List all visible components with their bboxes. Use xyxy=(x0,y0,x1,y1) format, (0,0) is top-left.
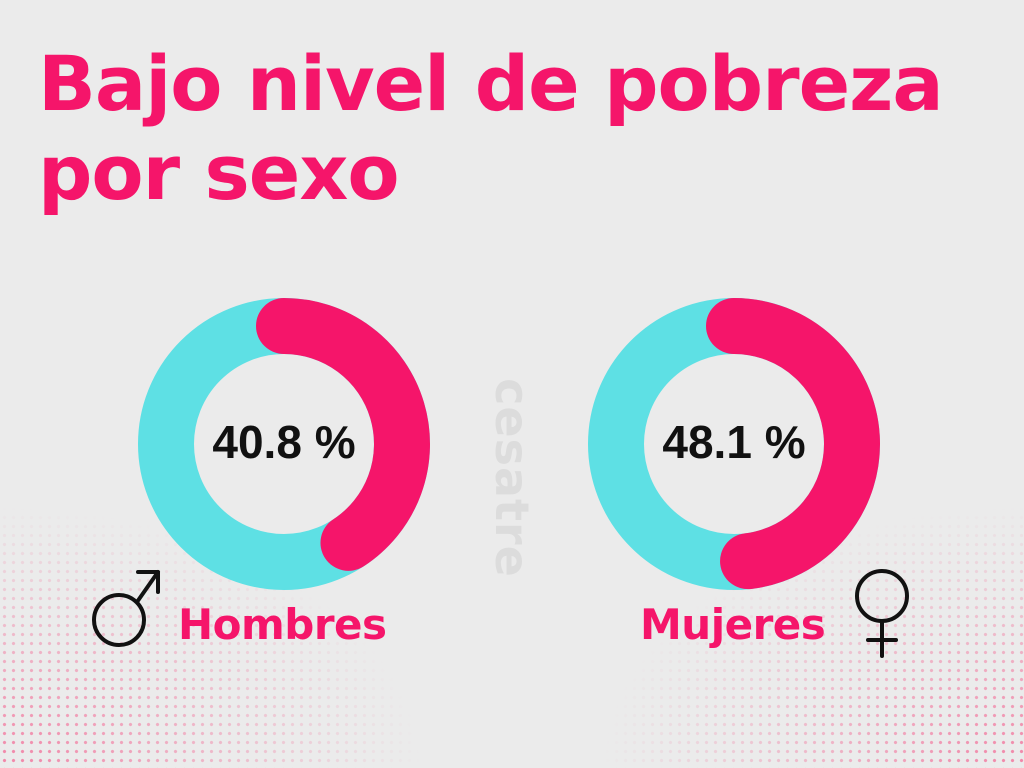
donut-mujeres xyxy=(588,298,880,590)
donut-segment-hombres xyxy=(256,298,430,571)
category-label-hombres: Hombres xyxy=(178,600,387,649)
title-line-1: Bajo nivel de pobreza xyxy=(38,39,944,128)
chart-title: Bajo nivel de pobreza por sexo xyxy=(38,39,998,218)
donut-segment-mujeres xyxy=(706,298,880,590)
value-label-mujeres: 48.1 % xyxy=(662,416,805,468)
title-line-2: por sexo xyxy=(38,127,400,217)
male-symbol-icon xyxy=(92,570,160,647)
value-label-hombres: 40.8 % xyxy=(212,416,355,468)
female-symbol-icon xyxy=(855,569,909,658)
donut-hombres xyxy=(138,298,430,590)
category-label-mujeres: Mujeres xyxy=(640,600,826,649)
